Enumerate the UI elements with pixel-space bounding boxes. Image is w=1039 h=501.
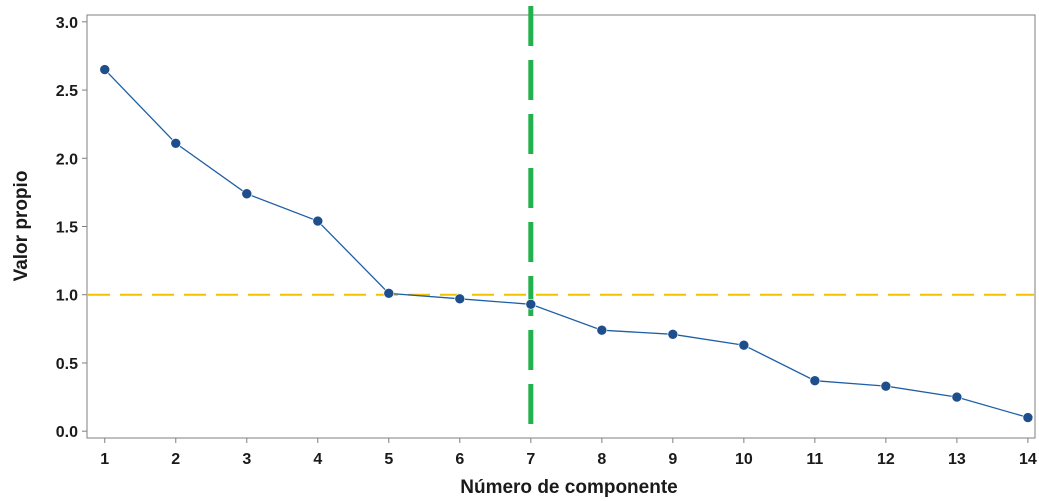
y-tick-label: 1.5 (56, 220, 78, 237)
x-tick-label: 2 (171, 451, 180, 468)
data-point (383, 288, 395, 299)
y-tick-label: 1.0 (56, 288, 78, 305)
y-tick-label: 0.0 (56, 424, 78, 441)
x-tick-label: 1 (100, 451, 109, 468)
x-tick-label: 4 (313, 451, 322, 468)
x-tick-label: 13 (948, 451, 966, 468)
data-point (596, 324, 608, 336)
data-point (667, 328, 679, 340)
x-tick-label: 5 (384, 451, 393, 468)
y-tick-label: 3.0 (56, 15, 78, 32)
eigenvalue-series (99, 64, 1034, 423)
x-axis: 1 2 3 4 5 6 7 8 9 10 11 12 13 14 (100, 438, 1037, 468)
x-tick-label: 7 (526, 451, 535, 468)
data-point (880, 380, 892, 392)
data-point (170, 137, 182, 149)
x-tick-label: 11 (806, 451, 823, 468)
x-tick-label: 3 (242, 451, 251, 468)
data-point (951, 391, 963, 403)
x-tick-label: 9 (668, 451, 677, 468)
y-tick-label: 2.5 (56, 83, 78, 100)
data-point (1022, 412, 1034, 423)
data-point (809, 375, 821, 386)
x-axis-title: Número de componente (460, 477, 677, 498)
plot-frame (86, 14, 1036, 439)
x-tick-label: 8 (597, 451, 606, 468)
reference-lines (88, 6, 1034, 438)
x-tick-label: 14 (1019, 451, 1037, 468)
series-line (104, 69, 1029, 419)
data-point (241, 188, 253, 200)
x-tick-label: 12 (877, 451, 895, 468)
x-tick-label: 10 (735, 451, 753, 468)
y-axis-title: Valor propio (11, 171, 32, 282)
data-point (525, 298, 537, 310)
x-tick-label: 6 (455, 451, 464, 468)
y-tick-label: 2.0 (56, 151, 78, 168)
data-point (312, 215, 324, 227)
data-point (99, 64, 111, 75)
data-point (454, 293, 466, 305)
data-point (738, 339, 750, 351)
y-tick-label: 0.5 (56, 356, 78, 373)
y-axis: 0.0 0.5 1.0 1.5 2.0 2.5 3.0 (56, 15, 87, 441)
